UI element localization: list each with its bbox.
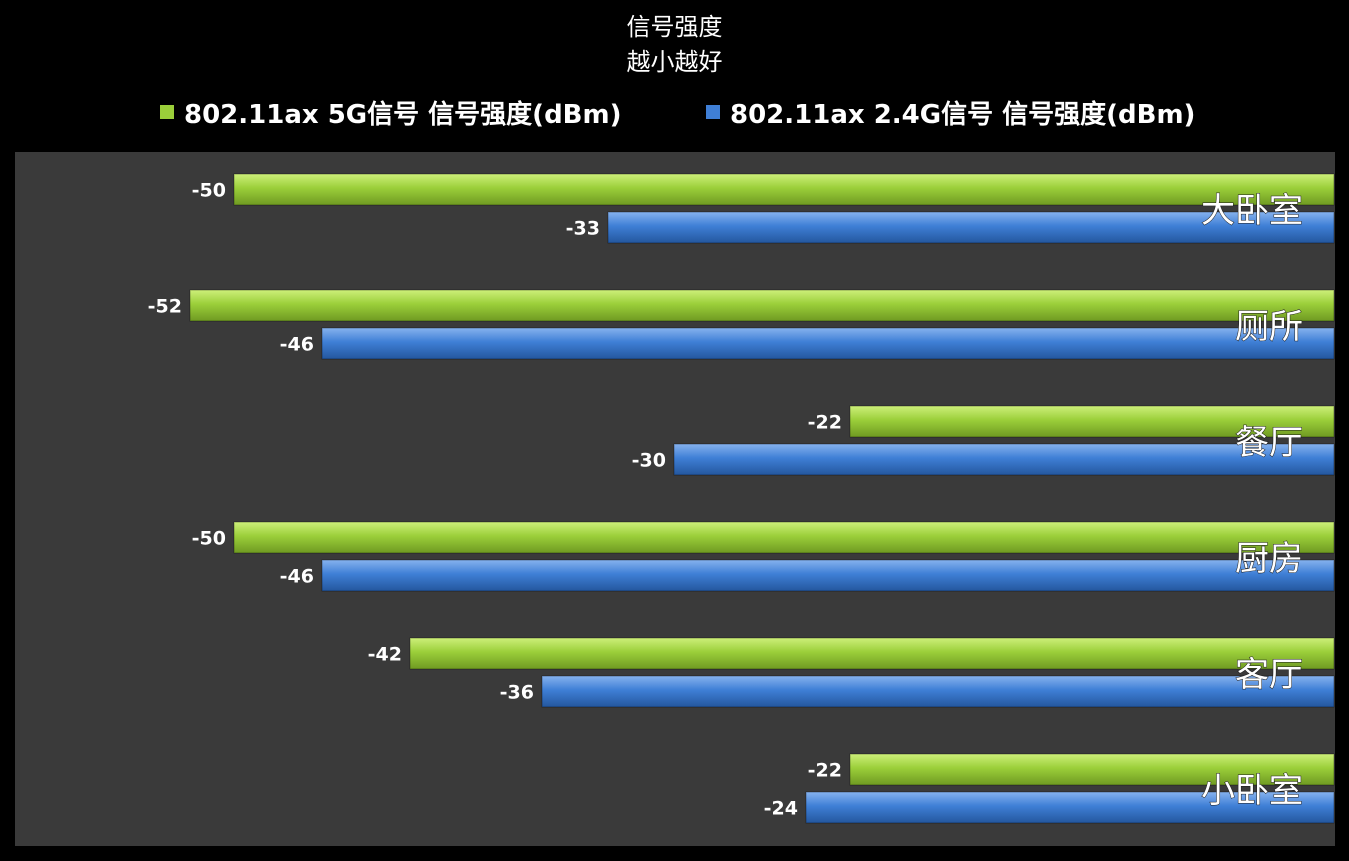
- bar-5g-3: [849, 405, 1335, 438]
- data-label-5g-5: -42: [368, 644, 402, 666]
- category-label-5: 客厅: [1235, 655, 1303, 695]
- plot-area: [15, 152, 1335, 846]
- data-label-2g-4: -46: [280, 566, 314, 588]
- bar-2g-1: [607, 211, 1335, 244]
- legend-label-5g: 802.11ax 5G信号 信号强度(dBm): [184, 99, 622, 130]
- bar-5g-1: [233, 173, 1335, 206]
- chart-subtitle: 越小越好: [626, 48, 723, 76]
- bar-2g-2: [321, 327, 1335, 360]
- bar-2g-4: [321, 559, 1335, 592]
- bar-5g-5: [409, 637, 1335, 670]
- legend-swatch-2g: [706, 105, 720, 119]
- data-label-5g-3: -22: [808, 412, 842, 434]
- bar-5g-4: [233, 521, 1335, 554]
- category-label-2: 厕所: [1235, 307, 1303, 347]
- category-label-3: 餐厅: [1235, 423, 1303, 463]
- category-label-1: 大卧室: [1201, 191, 1303, 231]
- data-label-2g-3: -30: [632, 450, 666, 472]
- legend-item-2g: 802.11ax 2.4G信号 信号强度(dBm): [706, 92, 1195, 132]
- bar-2g-5: [541, 675, 1335, 708]
- legend-label-2g: 802.11ax 2.4G信号 信号强度(dBm): [730, 99, 1196, 130]
- data-label-2g-2: -46: [280, 334, 314, 356]
- bar-2g-3: [673, 443, 1335, 476]
- chart-title: 信号强度: [626, 13, 723, 41]
- data-label-5g-6: -22: [808, 760, 842, 782]
- data-label-5g-4: -50: [192, 528, 226, 550]
- category-label-4: 厨房: [1235, 539, 1303, 579]
- bar-5g-2: [189, 289, 1335, 322]
- data-label-2g-1: -33: [566, 218, 600, 240]
- data-label-5g-1: -50: [192, 180, 226, 202]
- category-label-6: 小卧室: [1201, 771, 1303, 811]
- data-label-2g-5: -36: [500, 682, 534, 704]
- legend-swatch-5g: [160, 105, 174, 119]
- bar-2g-6: [805, 791, 1335, 824]
- legend-item-5g: 802.11ax 5G信号 信号强度(dBm): [160, 92, 621, 132]
- bar-5g-6: [849, 753, 1335, 786]
- data-label-5g-2: -52: [148, 296, 182, 318]
- data-label-2g-6: -24: [764, 798, 798, 820]
